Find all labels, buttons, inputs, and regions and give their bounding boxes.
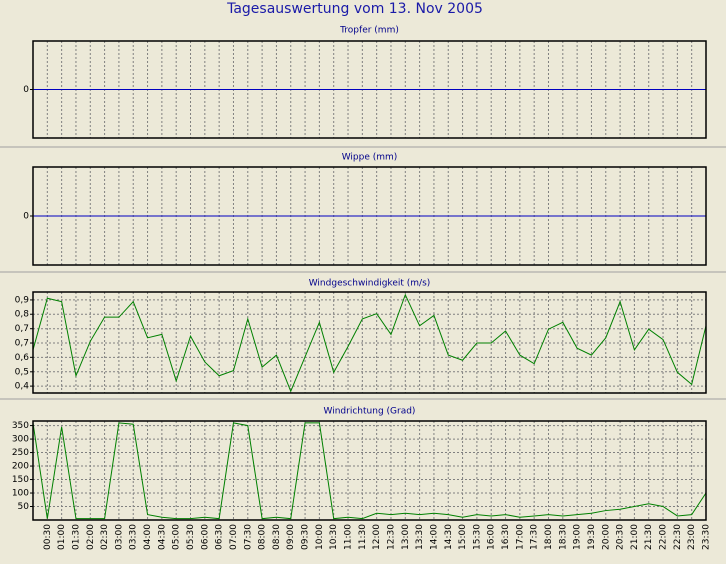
x-tick-label: 22:30 (673, 524, 683, 550)
x-tick-label: 11:00 (344, 524, 354, 550)
y-tick-label: 0,4 (15, 382, 30, 392)
x-tick-label: 06:30 (215, 524, 225, 550)
y-tick-label: 0,7 (15, 324, 29, 334)
x-tick-label: 07:00 (229, 524, 239, 550)
y-tick-label: 300 (12, 435, 29, 445)
y-tick-label: 0 (23, 212, 29, 222)
x-tick-label: 15:30 (472, 524, 482, 550)
data-line (33, 422, 706, 520)
x-tick-label: 17:30 (530, 524, 540, 550)
x-tick-label: 02:30 (100, 524, 110, 550)
x-tick-label: 03:30 (129, 524, 139, 550)
x-tick-label: 05:30 (186, 524, 196, 550)
data-line (33, 293, 706, 393)
y-tick-label: 0,7 (15, 339, 29, 349)
x-tick-label: 12:30 (386, 524, 396, 550)
plot-frame (32, 166, 707, 266)
x-tick-label: 11:30 (358, 524, 368, 550)
x-tick-label: 03:00 (114, 524, 124, 550)
panel-title: Tropfer (mm) (339, 26, 399, 36)
y-tick-label: 100 (12, 489, 29, 499)
x-tick-label: 04:30 (157, 524, 167, 550)
x-tick-label: 08:00 (258, 524, 268, 550)
x-tick-label: 23:30 (702, 524, 712, 550)
x-tick-label: 01:00 (57, 524, 67, 550)
x-tick-label: 19:00 (573, 524, 583, 550)
page-title: Tagesauswertung vom 13. Nov 2005 (226, 1, 483, 17)
plot-frame (32, 291, 707, 394)
x-tick-label: 18:30 (558, 524, 568, 550)
y-tick-label: 350 (12, 421, 29, 431)
x-tick-label: 19:30 (587, 524, 597, 550)
y-tick-label: 200 (12, 462, 29, 472)
x-tick-label: 18:00 (544, 524, 554, 550)
x-tick-label: 10:30 (329, 524, 339, 550)
y-tick-label: 0,8 (15, 310, 30, 320)
x-tick-label: 21:00 (630, 524, 640, 550)
plot-frame (32, 40, 707, 139)
x-tick-label: 13:30 (415, 524, 425, 550)
x-tick-label: 16:00 (487, 524, 497, 550)
y-tick-label: 0 (23, 85, 29, 95)
x-tick-label: 16:30 (501, 524, 511, 550)
x-tick-label: 22:00 (659, 524, 669, 550)
plot-frame (32, 420, 707, 521)
x-tick-label: 05:00 (172, 524, 182, 550)
panel-title: Windgeschwindigkeit (m/s) (309, 279, 431, 289)
y-tick-label: 0,9 (15, 295, 30, 305)
panel-title: Wippe (mm) (342, 153, 398, 163)
x-tick-label: 14:30 (444, 524, 454, 550)
x-tick-label: 01:30 (71, 524, 81, 550)
x-tick-label: 21:30 (644, 524, 654, 550)
x-tick-label: 00:30 (43, 524, 53, 550)
x-tick-label: 20:30 (616, 524, 626, 550)
y-tick-label: 0,6 (15, 353, 30, 363)
x-tick-label: 10:00 (315, 524, 325, 550)
y-tick-label: 150 (12, 475, 29, 485)
x-tick-label: 23:00 (687, 524, 697, 550)
x-tick-label: 08:30 (272, 524, 282, 550)
x-tick-label: 20:00 (601, 524, 611, 550)
x-tick-label: 04:00 (143, 524, 153, 550)
x-tick-label: 09:30 (301, 524, 311, 550)
x-tick-label: 15:00 (458, 524, 468, 550)
x-tick-label: 17:00 (515, 524, 525, 550)
x-tick-label: 14:00 (429, 524, 439, 550)
y-tick-label: 50 (18, 502, 30, 512)
x-tick-label: 07:30 (243, 524, 253, 550)
x-tick-label: 06:00 (200, 524, 210, 550)
y-tick-label: 250 (12, 448, 29, 458)
y-tick-label: 0,5 (15, 367, 29, 377)
x-tick-label: 02:00 (86, 524, 96, 550)
x-tick-label: 13:00 (401, 524, 411, 550)
x-tick-label: 09:00 (286, 524, 296, 550)
x-tick-label: 12:00 (372, 524, 382, 550)
panel-title: Windrichtung (Grad) (324, 407, 416, 417)
